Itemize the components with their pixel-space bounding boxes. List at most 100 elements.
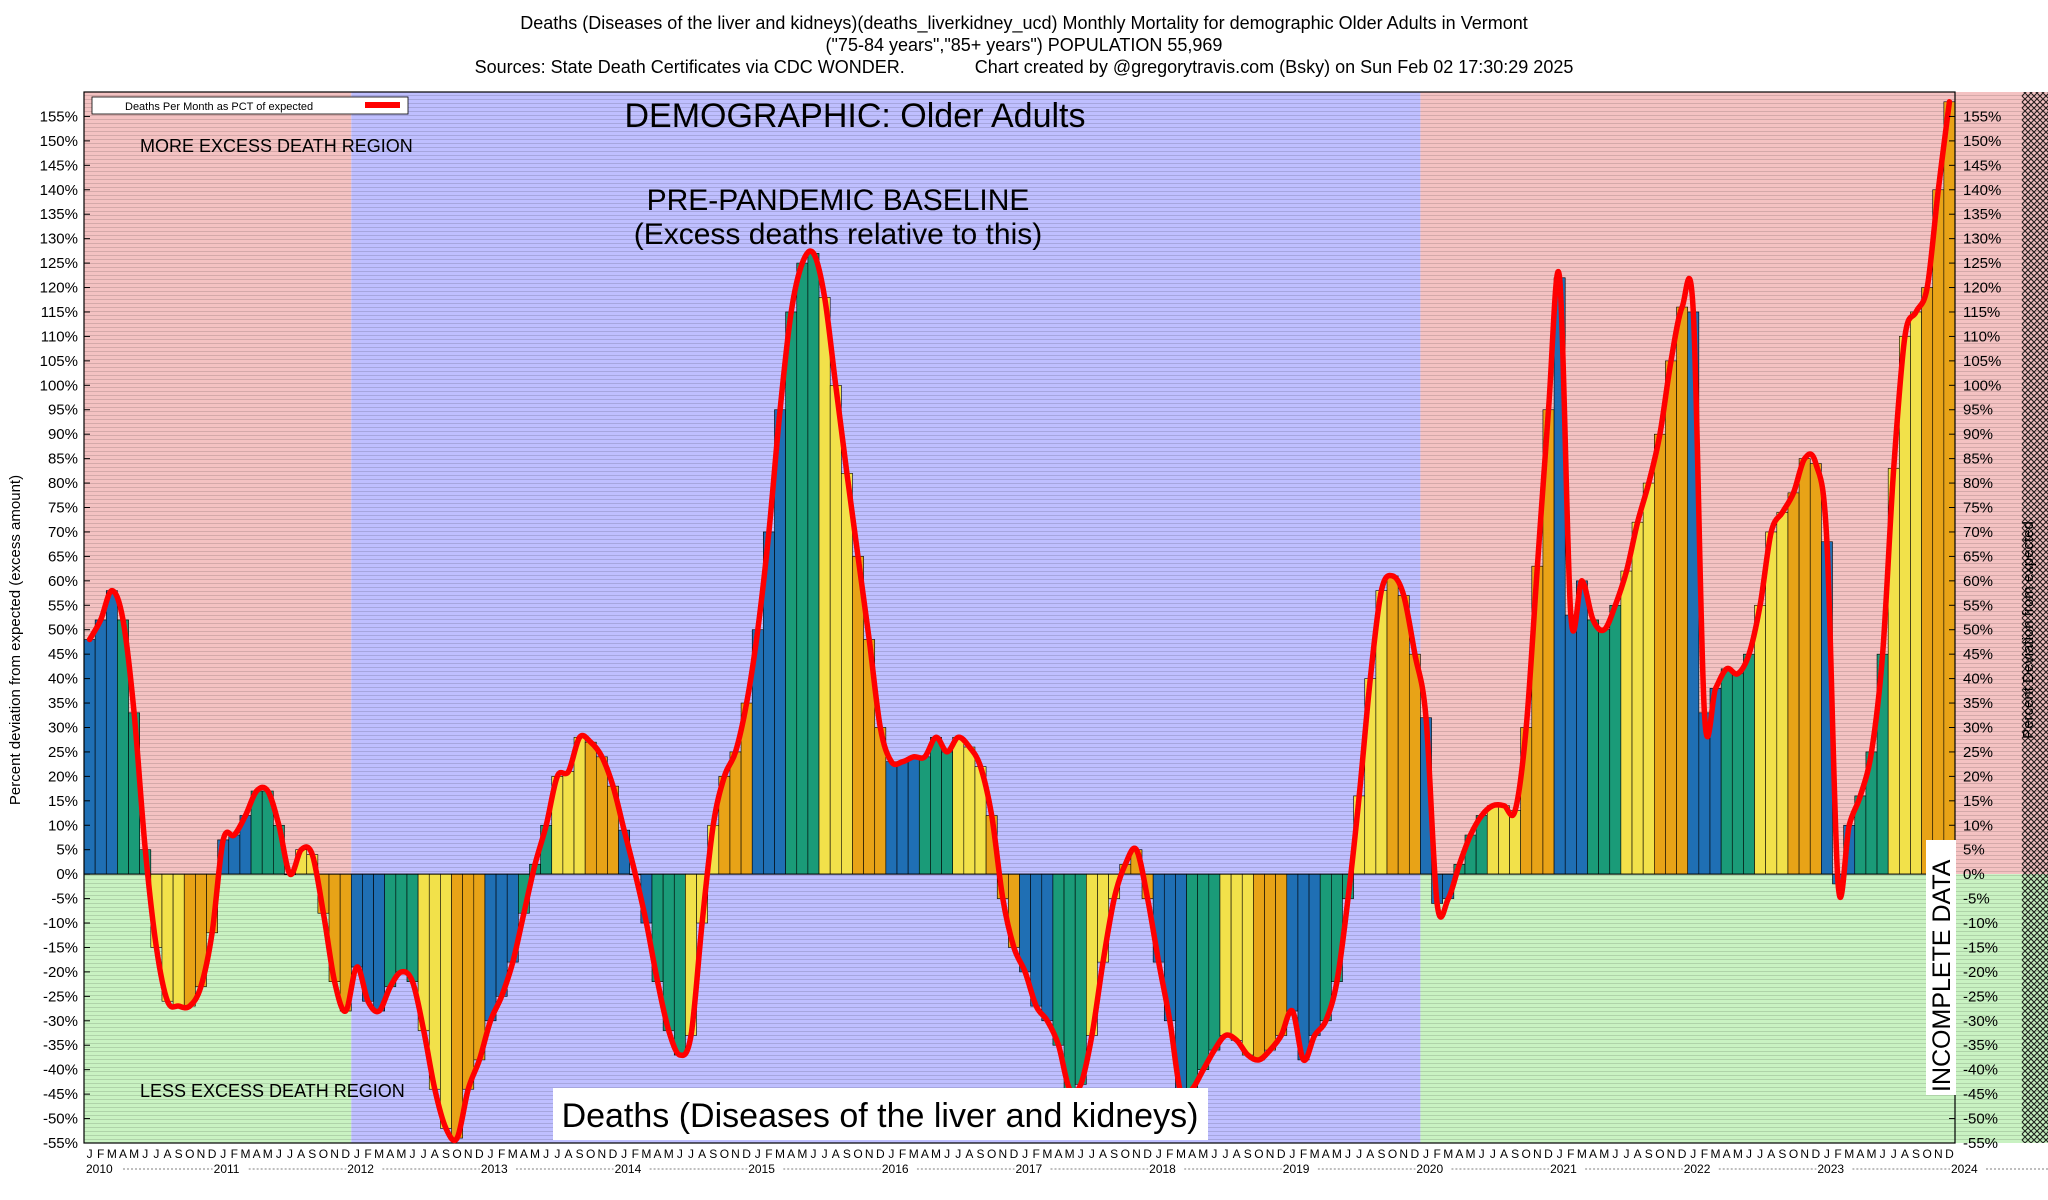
y-tick-label-right: 60% [1963,573,1993,590]
bar [1186,873,1198,1090]
y-tick-label-left: -35% [43,1037,78,1054]
bar [1576,580,1588,875]
x-tick-label: M [129,1147,139,1161]
x-tick-label: S [1377,1147,1385,1161]
y-tick-label-right: 50% [1963,622,1993,639]
x-tick-label: J [1757,1147,1763,1161]
bar [896,761,909,875]
x-tick-label: F [1300,1147,1307,1161]
x-tick-label: D [1277,1147,1286,1161]
x-tick-label: A [832,1147,840,1161]
x-tick-label: S [1778,1147,1786,1161]
x-tick-label: J [1223,1147,1229,1161]
y-tick-label-left: 105% [40,353,78,370]
x-tick-label: M [931,1147,941,1161]
x-tick-label: A [1767,1147,1775,1161]
x-tick-label: J [220,1147,226,1161]
x-tick-label: F [97,1147,104,1161]
x-tick-label: J [554,1147,560,1161]
x-tick-label: J [955,1147,961,1161]
x-tick-label: D [1811,1147,1820,1161]
bar [1041,873,1054,1022]
bar [440,873,452,1129]
bar [796,262,809,875]
x-tick-label: J [1612,1147,1618,1161]
x-tick-label: A [1901,1147,1909,1161]
x-tick-label: F [1567,1147,1574,1161]
x-tick-label: S [1244,1147,1252,1161]
y-tick-label-left: 100% [40,377,78,394]
bar [1074,873,1087,1085]
y-tick-label-right: 150% [1963,133,2001,150]
bar [228,834,241,875]
x-tick-label: J [487,1147,493,1161]
year-label: 2013 [481,1162,508,1176]
x-tick-label: J [354,1147,360,1161]
x-tick-label: J [87,1147,93,1161]
x-tick-label: J [888,1147,894,1161]
bar [1943,101,1956,875]
x-tick-label: M [1198,1147,1208,1161]
y-tick-label-left: 85% [48,451,78,468]
y-tick-label-left: 140% [40,182,78,199]
bar [1731,673,1744,875]
y-tick-label-left: -5% [51,891,78,908]
x-tick-label: A [1233,1147,1241,1161]
x-tick-label: M [775,1147,785,1161]
x-tick-label: J [677,1147,683,1161]
x-tick-label: A [1099,1147,1107,1161]
chart-header-line1: Deaths (Diseases of the liver and kidney… [520,13,1528,33]
x-tick-label: O [1254,1147,1263,1161]
x-tick-label: M [263,1147,273,1161]
x-tick-label: S [442,1147,450,1161]
y-tick-label-right: 10% [1963,817,1993,834]
x-tick-label: A [297,1147,305,1161]
x-tick-label: F [231,1147,238,1161]
x-tick-label: A [1500,1147,1508,1161]
subtitle-box [553,1088,1208,1140]
bar [1408,653,1421,875]
x-tick-label: D [1945,1147,1954,1161]
x-tick-label: M [374,1147,384,1161]
bar [172,873,185,1007]
x-tick-label: J [1211,1147,1217,1161]
y-tick-label-left: 70% [48,524,78,541]
x-tick-label: J [1089,1147,1095,1161]
year-label: 2018 [1149,1162,1176,1176]
y-tick-label-right: 125% [1963,255,2001,272]
bar [1620,570,1633,875]
x-tick-label: J [621,1147,627,1161]
bar [1275,873,1288,1036]
x-tick-label: M [1065,1147,1075,1161]
y-tick-label-right: 45% [1963,646,1993,663]
bar [484,873,497,1022]
x-tick-label: M [1310,1147,1320,1161]
x-tick-label: J [810,1147,816,1161]
x-tick-label: F [1433,1147,1440,1161]
year-label-bg [212,1161,249,1175]
x-tick-label: A [564,1147,572,1161]
year-label-bg [85,1161,121,1175]
y-tick-label-right: -30% [1963,1013,1998,1030]
bar [451,873,463,1139]
x-tick-label: S [175,1147,183,1161]
x-tick-label: D [1544,1147,1553,1161]
x-tick-label: S [977,1147,985,1161]
bar [941,751,953,875]
x-tick-label: J [1824,1147,1830,1161]
x-tick-label: D [341,1147,350,1161]
more-excess-label: MORE EXCESS DEATH REGION [140,136,413,156]
bar [595,756,608,875]
year-label-bg [1816,1161,1853,1175]
bar [395,873,408,973]
bar [1486,805,1499,875]
y-tick-label-right: 105% [1963,353,2001,370]
bar [1743,653,1755,875]
x-tick-label: S [709,1147,717,1161]
bar [83,639,96,875]
x-tick-label: O [987,1147,996,1161]
bar [1809,463,1822,875]
y-tick-label-left: 110% [41,328,78,345]
x-tick-label: N [1800,1147,1809,1161]
bar [406,873,419,982]
